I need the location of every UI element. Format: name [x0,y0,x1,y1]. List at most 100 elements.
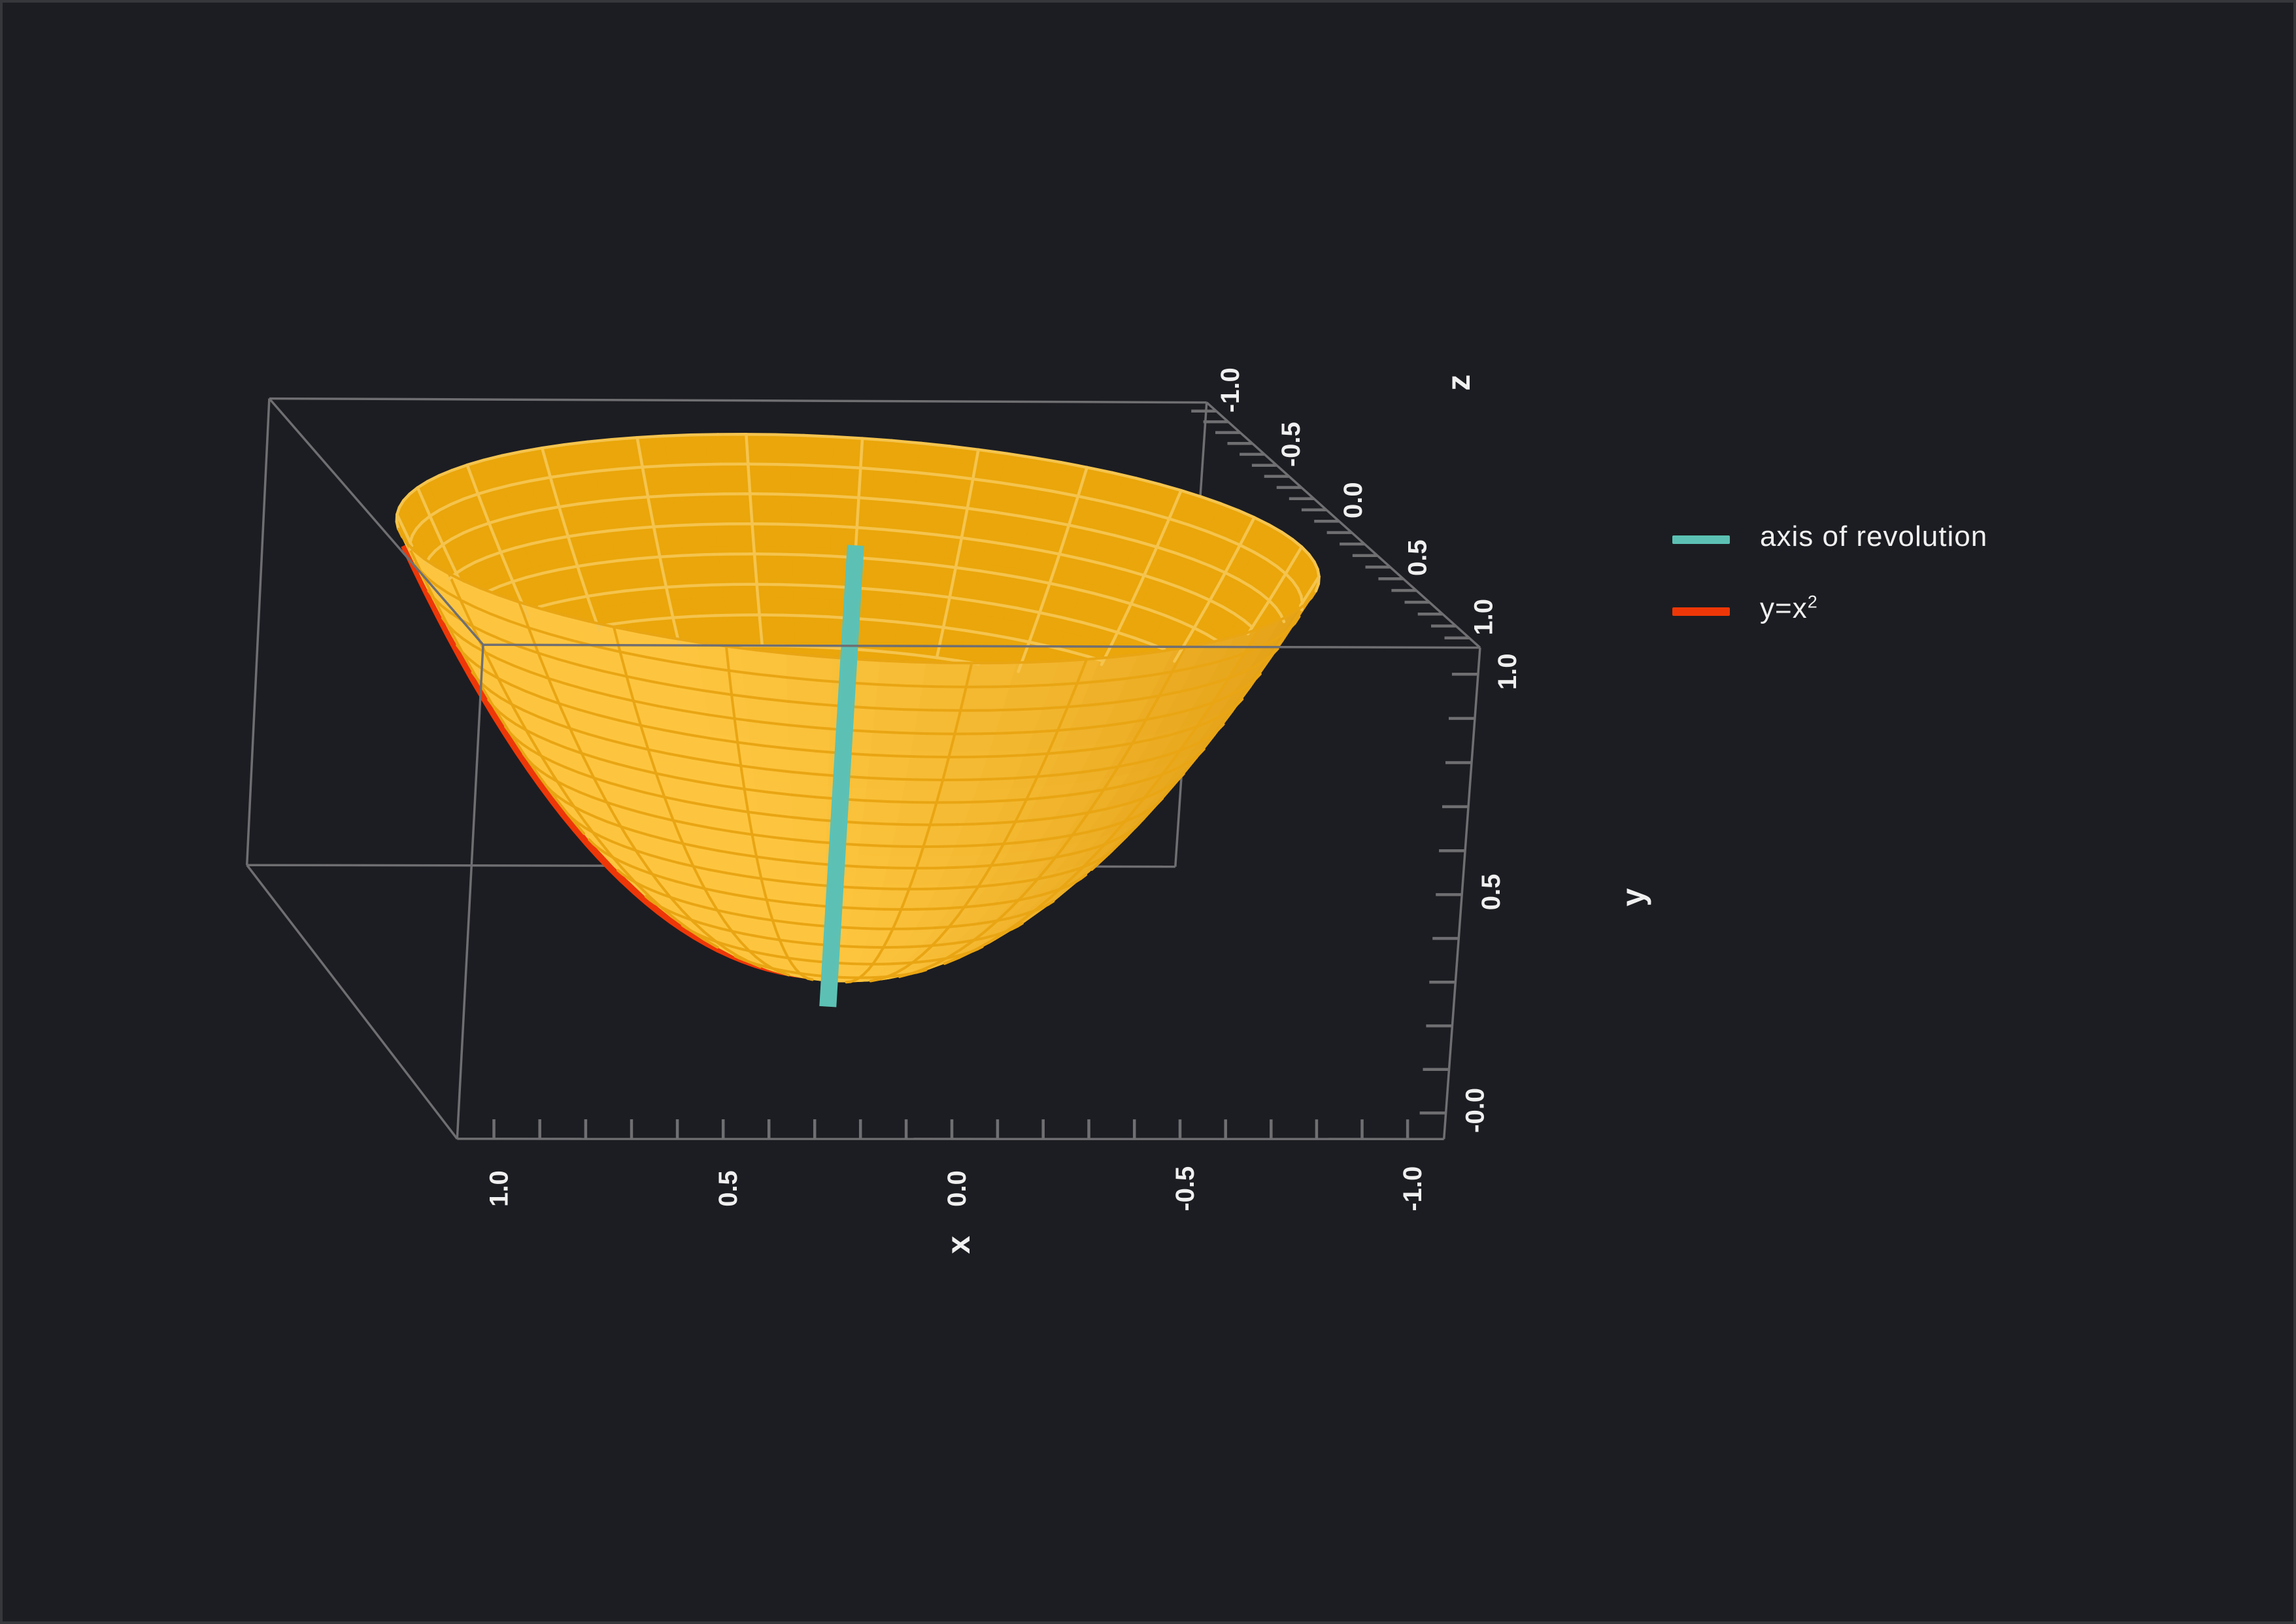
surface-wire [892,651,917,657]
surface-wire [992,510,1021,518]
surface-wire [802,493,833,498]
surface-wire [570,469,596,476]
surface-wire [1004,798,1028,802]
surface-wire [733,893,752,899]
surface-wire [578,790,594,799]
surface-wire [1137,694,1161,701]
surface-wire [1036,773,1060,778]
surface-wire [891,916,900,930]
surface-wire [1241,627,1260,635]
surface-wire [1058,771,1081,776]
surface-wire [966,777,993,781]
surface-wire [582,811,597,819]
surface-wire [587,688,612,698]
surface-wire [778,938,794,943]
surface-wire [1098,765,1120,771]
surface-wire [936,685,968,688]
surface-quad [868,496,915,555]
surface-wire [1209,728,1219,737]
surface-wire [529,671,550,680]
surface-wire [492,483,513,491]
surface-wire [607,527,633,533]
surface-wire [699,665,730,672]
z-axis-tick-label: 0.5 [1403,539,1432,576]
surface-wire [766,936,781,941]
surface-wire [512,664,532,673]
surface-wire [1178,586,1198,596]
surface-wire [1066,791,1087,797]
surface-wire [992,882,1011,887]
surface-wire [498,594,521,604]
surface-wire [616,465,644,471]
surface-wire [981,935,993,940]
surface-wire [1192,626,1208,636]
surface-wire [764,894,771,910]
surface-wire [730,945,742,951]
surface-wire [1086,827,1102,834]
surface-wire [1085,465,1114,475]
surface-wire [749,498,754,533]
surface-wire [1282,545,1304,579]
surface-wire [604,851,615,859]
y-axis-title: y [1615,888,1651,906]
surface-wire [803,614,830,618]
surface-wire [518,601,532,632]
surface-wire [830,465,862,470]
surface-wire [662,857,679,864]
surface-wire [1221,605,1236,615]
surface-wire [671,660,702,668]
surface-wire [471,624,488,635]
surface-wire [1252,550,1268,561]
surface-wire [1117,762,1138,768]
surface-wire [447,572,465,583]
surface-wire [716,909,732,915]
surface-wire [920,945,933,956]
surface-wire [596,713,620,722]
box-edge [482,643,1480,649]
surface-wire [456,643,464,654]
surface-wire [679,899,694,905]
surface-wire [745,433,750,469]
surface-wire [665,838,684,845]
surface-wire [647,748,672,756]
surface-wire [785,652,819,658]
surface-wire [1156,797,1164,805]
legend-item-y-equals-x-squared[interactable]: y=x2 [1672,592,1987,628]
surface-wire [1085,656,1115,661]
surface-wire [672,620,682,651]
surface-wire [416,480,429,490]
surface-wire [609,694,635,703]
surface-wire [956,901,969,917]
surface-wire [632,700,659,707]
surface-wire [1257,622,1275,630]
surface-wire [938,925,951,939]
surface-wire [650,888,662,895]
surface-wire [960,885,980,889]
plot-canvas[interactable]: 1.0 0.5 0.0 -0.5 -1.0 x 1.0 0.5 -0.0 y -1.0 -0.5 0.0… [3,3,2296,1624]
surface-wire [1267,523,1283,534]
surface-wire [583,826,594,834]
surface-wire [990,932,1001,938]
surface-wire [1075,679,1104,685]
surface-wire [1002,841,1024,845]
legend-item-axis-of-revolution[interactable]: axis of revolution [1672,520,1987,556]
surface-wire [525,571,545,579]
surface-wire [1191,662,1213,669]
surface-wire [586,437,614,444]
surface-wire [715,760,743,768]
surface-wire [634,767,658,775]
surface-wire [1134,477,1161,486]
surface-wire [971,477,1002,484]
surface-wire [1130,796,1145,804]
surface-wire [1032,456,1063,464]
surface-wire [1123,568,1146,577]
surface-wire [1000,661,1032,664]
surface-wire [786,921,804,926]
surface-wire [801,922,819,927]
surface-wire [600,836,614,843]
legend-line-swatch [1672,607,1730,616]
surface-wire [1102,562,1126,571]
surface-wire [790,793,817,799]
surface-wire [654,772,679,779]
surface-wire [636,555,662,560]
